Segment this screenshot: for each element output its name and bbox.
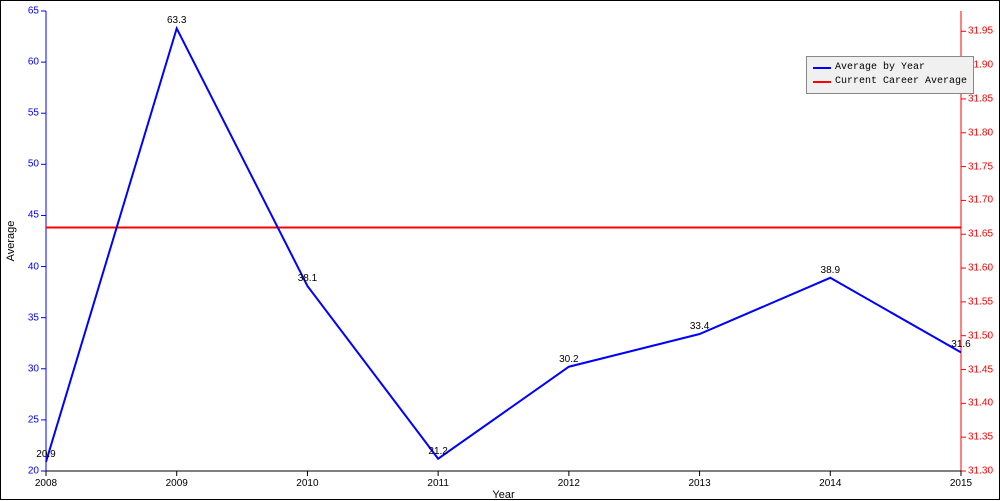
right-tick-label: 31.40 xyxy=(968,398,993,409)
right-tick-label: 31.70 xyxy=(968,195,993,206)
x-axis-label: Year xyxy=(492,489,514,501)
y-axis-label: Average xyxy=(5,221,17,262)
left-tick-label: 60 xyxy=(28,57,39,68)
data-point-label: 63.3 xyxy=(167,15,186,26)
x-tick-label: 2008 xyxy=(35,478,57,489)
right-tick-label: 31.45 xyxy=(968,364,993,375)
x-tick-label: 2010 xyxy=(296,478,318,489)
left-tick-label: 65 xyxy=(28,6,39,17)
legend-swatch-blue xyxy=(813,67,831,69)
left-tick-label: 30 xyxy=(28,363,39,374)
data-point-label: 38.1 xyxy=(298,273,317,284)
right-tick-label: 31.65 xyxy=(968,229,993,240)
data-point-label: 30.2 xyxy=(559,354,578,365)
x-tick-label: 2013 xyxy=(688,478,710,489)
x-tick-label: 2012 xyxy=(558,478,580,489)
right-tick-label: 31.30 xyxy=(968,466,993,477)
left-tick-label: 45 xyxy=(28,210,39,221)
x-tick-label: 2011 xyxy=(427,478,449,489)
x-tick-label: 2015 xyxy=(950,478,972,489)
right-tick-label: 31.35 xyxy=(968,432,993,443)
legend: Average by Year Current Career Average xyxy=(806,56,974,94)
right-tick-label: 31.85 xyxy=(968,93,993,104)
data-point-label: 38.9 xyxy=(821,265,840,276)
right-tick-label: 31.80 xyxy=(968,127,993,138)
x-tick-label: 2009 xyxy=(166,478,188,489)
left-tick-label: 35 xyxy=(28,312,39,323)
left-tick-label: 55 xyxy=(28,108,39,119)
legend-item-average-by-year: Average by Year xyxy=(813,61,967,75)
data-point-label: 31.6 xyxy=(951,339,970,350)
legend-item-career-average: Current Career Average xyxy=(813,75,967,89)
x-tick-label: 2014 xyxy=(819,478,841,489)
chart-container: 20 25 30 35 40 45 50 55 60 65 31.30 31.35 31.40 31.45… xyxy=(0,0,1000,500)
legend-swatch-red xyxy=(813,81,831,83)
right-tick-label: 31.55 xyxy=(968,296,993,307)
right-tick-label: 31.95 xyxy=(968,26,993,37)
left-tick-label: 40 xyxy=(28,261,39,272)
legend-label-career-average: Current Career Average xyxy=(835,75,967,89)
data-point-label: 21.2 xyxy=(428,446,447,457)
left-tick-label: 20 xyxy=(28,466,39,477)
right-tick-label: 31.60 xyxy=(968,263,993,274)
data-point-label: 33.4 xyxy=(690,321,709,332)
data-point-label: 20.9 xyxy=(36,449,55,460)
legend-label-average-by-year: Average by Year xyxy=(835,61,925,75)
left-tick-label: 50 xyxy=(28,159,39,170)
left-tick-label: 25 xyxy=(28,414,39,425)
right-tick-label: 31.75 xyxy=(968,161,993,172)
right-tick-label: 31.50 xyxy=(968,330,993,341)
